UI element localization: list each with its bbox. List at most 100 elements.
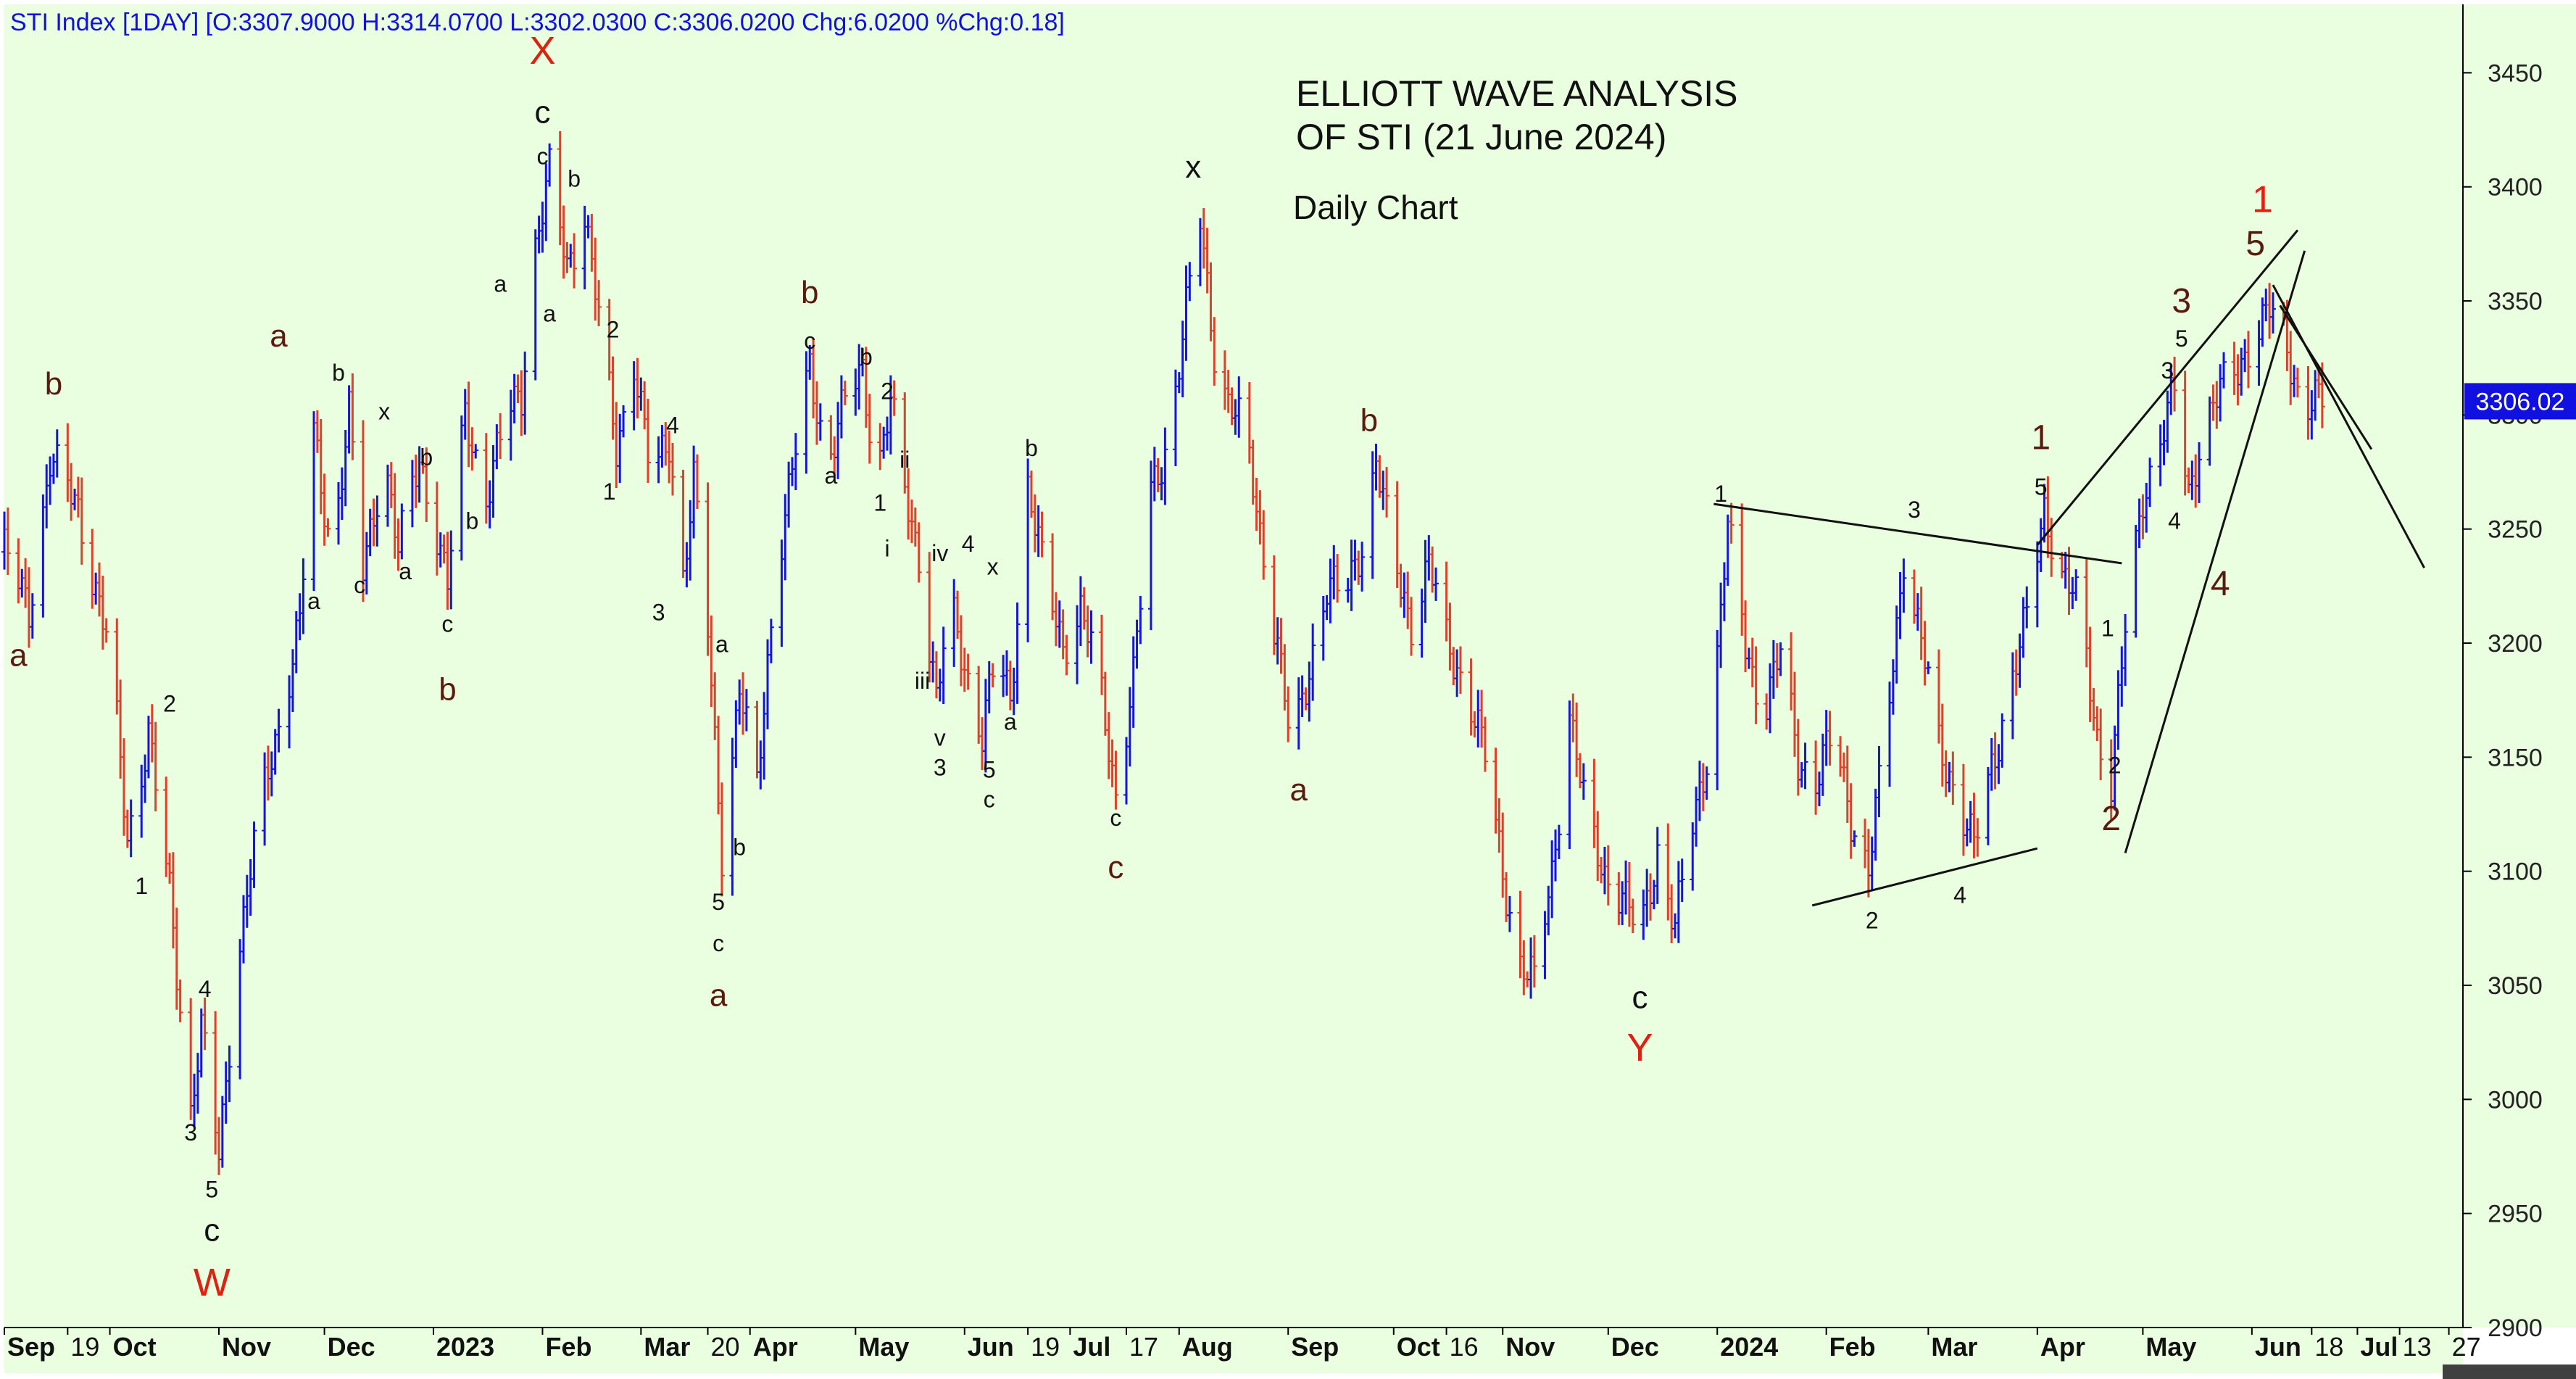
date-axis: Sep 19 Oct Nov Dec 2023 Feb Mar 20 Apr May Jun 19 Jul…	[4, 1328, 2481, 1362]
price-tick-label: 3050	[2488, 972, 2543, 1000]
ohlc-bar	[891, 380, 897, 416]
ohlc-bar	[497, 413, 504, 460]
wave-label: 3	[1908, 497, 1921, 523]
ohlc-bar	[1703, 766, 1710, 800]
wave-label: b	[420, 444, 433, 471]
wave-label: 5	[2175, 326, 2188, 352]
ohlc-bar	[374, 495, 381, 547]
date-tick-label: 19	[70, 1332, 99, 1362]
wave-label: a	[9, 638, 28, 674]
wave-label: 4	[2168, 508, 2181, 534]
wave-label: Y	[1626, 1026, 1653, 1069]
ohlc-bar	[1728, 502, 1734, 544]
ohlc-bar	[251, 821, 257, 888]
ohlc-bar	[2245, 331, 2251, 389]
wave-label: b	[332, 360, 345, 386]
wave-label: b	[568, 166, 581, 192]
ohlc-bar	[2098, 708, 2104, 781]
ohlc-bar	[2073, 569, 2080, 601]
ohlc-bar	[1851, 830, 1858, 847]
ohlc-bar	[522, 351, 528, 435]
wave-label: b	[466, 508, 479, 534]
wave-label: X	[529, 29, 555, 73]
wave-label: b	[860, 344, 873, 370]
ohlc-bar	[1384, 467, 1390, 518]
date-tick-label: Jun	[968, 1332, 1014, 1362]
ohlc-bar	[1679, 858, 1685, 903]
wave-label: 4	[1953, 882, 1966, 908]
ohlc-bar	[1285, 686, 1292, 742]
date-tick-label: Mar	[1931, 1332, 1977, 1362]
ohlc-bar	[965, 653, 971, 690]
ohlc-bar	[448, 530, 454, 610]
wave-label: c	[204, 1212, 220, 1248]
ohlc-bar	[989, 663, 996, 688]
price-tick-label: 3450	[2488, 59, 2543, 87]
ohlc-bar	[1433, 567, 1439, 601]
wave-label: c	[536, 143, 548, 169]
wave-label: c	[712, 930, 724, 956]
wave-label: c	[1110, 805, 1121, 831]
wave-label: v	[934, 725, 946, 751]
wave-label: 1	[135, 873, 148, 899]
ohlc-bar	[1950, 751, 1956, 806]
wave-label: a	[543, 300, 556, 326]
ohlc-bars	[1, 131, 2325, 1175]
ohlc-bar	[1531, 935, 1537, 987]
trendline	[1811, 847, 2038, 907]
ohlc-bar	[571, 233, 578, 289]
plot-area	[4, 4, 2463, 1328]
ohlc-bar	[473, 444, 479, 459]
price-tick-label: 3400	[2488, 174, 2543, 202]
ohlc-bar	[54, 429, 60, 478]
trendlines	[1713, 229, 2425, 907]
wave-label: x	[378, 399, 390, 425]
ohlc-bar	[1999, 713, 2006, 768]
wave-label: W	[194, 1261, 230, 1304]
price-tick-label: 3000	[2488, 1086, 2543, 1114]
date-tick-label: Apr	[2040, 1332, 2085, 1362]
trendline	[2272, 284, 2425, 568]
date-tick-label: Apr	[753, 1332, 798, 1362]
wave-label: 3	[2172, 282, 2191, 320]
wave-label: a	[494, 270, 507, 297]
wave-label: c	[1632, 980, 1648, 1015]
ohlc-bar	[325, 518, 331, 537]
price-tick-label: 3200	[2488, 630, 2543, 658]
ohlc-bar	[1506, 895, 1513, 932]
wave-label: a	[1004, 709, 1017, 735]
wave-label: iv	[931, 540, 948, 566]
date-tick-label: Dec	[1611, 1332, 1659, 1362]
ohlc-bar	[743, 689, 749, 732]
wave-label: 5	[983, 757, 996, 783]
ohlc-bar	[1408, 597, 1415, 656]
chart-title-line2: OF STI (21 June 2024)	[1296, 117, 1666, 157]
date-tick-label: 2023	[436, 1332, 494, 1362]
ohlc-bar	[1654, 827, 1661, 904]
wave-label: 2	[1866, 907, 1879, 933]
ohlc-bar	[1162, 427, 1168, 505]
date-tick-label: Mar	[644, 1332, 690, 1362]
ohlc-bar	[596, 280, 602, 326]
date-tick-label: 2024	[1720, 1332, 1778, 1362]
ohlc-bar	[1359, 542, 1366, 592]
date-tick-label: Nov	[222, 1332, 271, 1362]
ohlc-bar	[1605, 845, 1611, 906]
ohlc-bar	[1629, 898, 1636, 934]
wave-label: x	[1185, 149, 1201, 185]
ohlc-bar	[842, 381, 848, 405]
price-tick-label: 2900	[2488, 1314, 2543, 1342]
wave-label: 3	[184, 1119, 197, 1146]
wave-label: 2	[881, 378, 894, 404]
ohlc-bar	[152, 721, 159, 812]
ohlc-bar	[423, 447, 430, 523]
ohlc-bar	[866, 393, 873, 464]
trendline	[1713, 502, 2122, 565]
chart-subtitle: Daily Chart	[1293, 189, 1458, 226]
wave-label: c	[354, 572, 365, 598]
wave-label: 4	[199, 976, 212, 1002]
wave-label: 5	[2035, 474, 2048, 500]
wave-label: 1	[2101, 616, 2114, 642]
ohlc-bar	[2196, 442, 2203, 503]
